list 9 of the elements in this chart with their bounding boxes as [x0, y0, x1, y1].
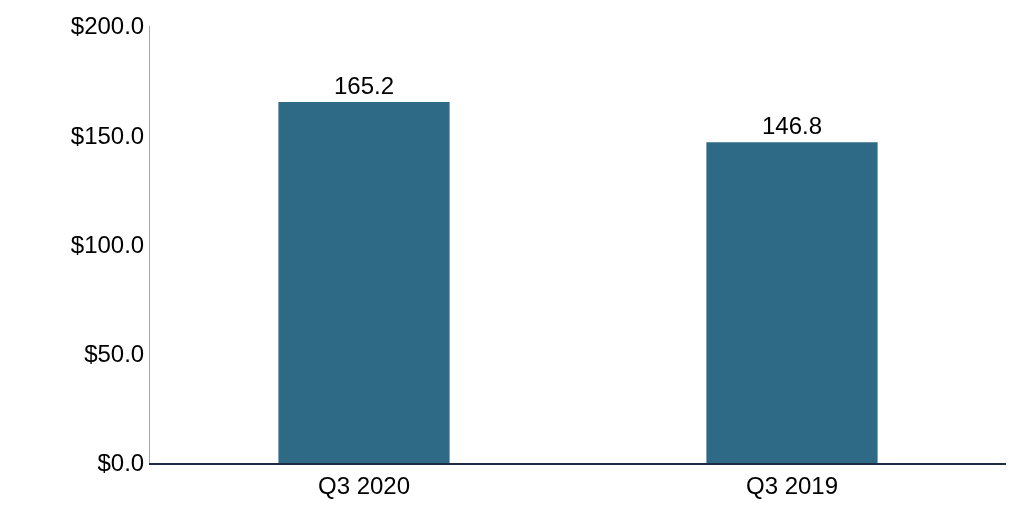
y-tick-label: $100.0: [70, 230, 145, 258]
y-tick-label: $200.0: [70, 12, 145, 40]
y-tick-label: $150.0: [70, 121, 145, 149]
x-tick-label: Q3 2020: [317, 471, 411, 499]
y-tick-label: $0.0: [97, 449, 145, 477]
data-label: 165.2: [333, 72, 395, 100]
y-tick-label: $50.0: [84, 340, 145, 368]
x-tick-label: Q3 2019: [745, 471, 839, 499]
data-label: 146.8: [761, 112, 823, 140]
